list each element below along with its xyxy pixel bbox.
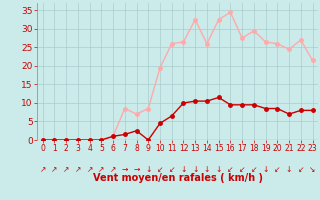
- Text: ↓: ↓: [286, 165, 292, 174]
- Text: ↘: ↘: [309, 165, 316, 174]
- Text: ↓: ↓: [215, 165, 222, 174]
- Text: →: →: [133, 165, 140, 174]
- Text: ↗: ↗: [51, 165, 58, 174]
- Text: ↙: ↙: [274, 165, 281, 174]
- Text: ↙: ↙: [227, 165, 234, 174]
- Text: →: →: [122, 165, 128, 174]
- Text: ↙: ↙: [298, 165, 304, 174]
- Text: ↙: ↙: [157, 165, 163, 174]
- X-axis label: Vent moyen/en rafales ( km/h ): Vent moyen/en rafales ( km/h ): [92, 173, 263, 183]
- Text: ↓: ↓: [192, 165, 198, 174]
- Text: ↙: ↙: [169, 165, 175, 174]
- Text: ↗: ↗: [39, 165, 46, 174]
- Text: ↓: ↓: [180, 165, 187, 174]
- Text: ↗: ↗: [110, 165, 116, 174]
- Text: ↓: ↓: [204, 165, 210, 174]
- Text: ↗: ↗: [75, 165, 81, 174]
- Text: ↓: ↓: [262, 165, 269, 174]
- Text: ↓: ↓: [145, 165, 151, 174]
- Text: ↗: ↗: [86, 165, 93, 174]
- Text: ↙: ↙: [251, 165, 257, 174]
- Text: ↗: ↗: [98, 165, 105, 174]
- Text: ↗: ↗: [63, 165, 69, 174]
- Text: ↙: ↙: [239, 165, 245, 174]
